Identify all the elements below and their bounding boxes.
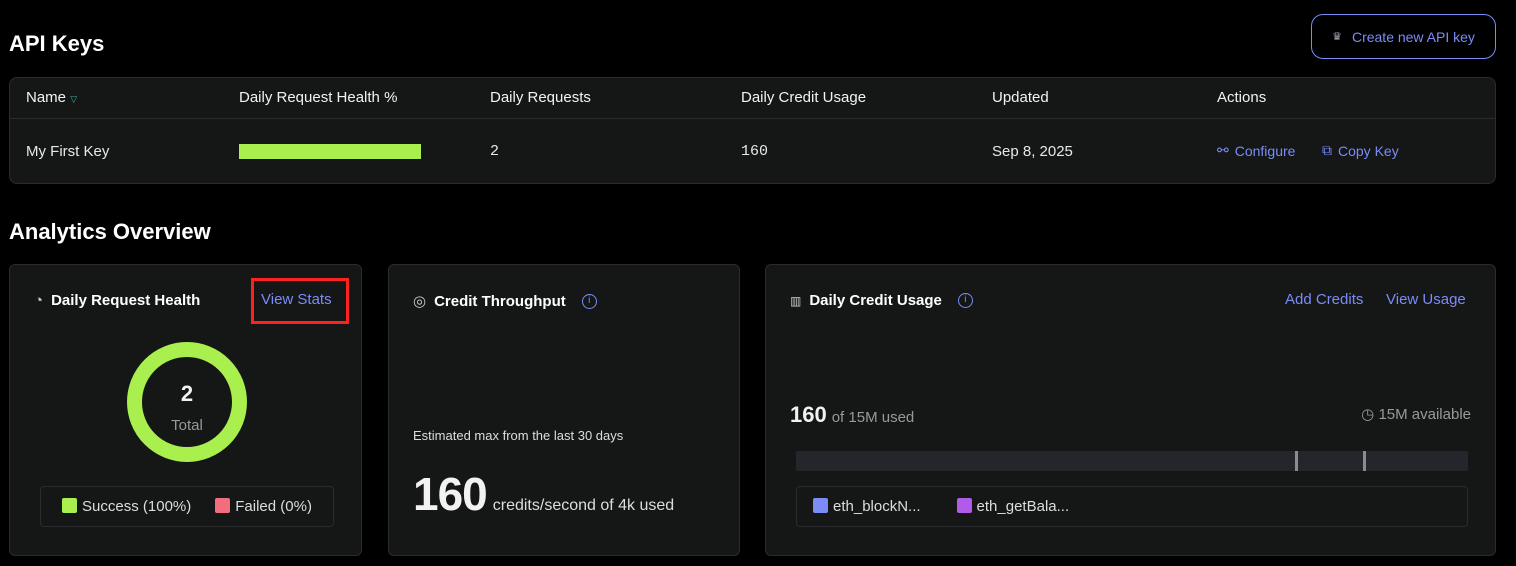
health-legend: Success (100%) Failed (0%) (40, 486, 334, 527)
info-icon[interactable]: i (957, 293, 973, 308)
clock-icon: ◷ (1361, 406, 1375, 423)
column-requests: Daily Requests (490, 89, 591, 106)
usage-bar (796, 451, 1468, 471)
pie-chart-icon: ◔ (34, 292, 44, 309)
column-credit: Daily Credit Usage (741, 89, 867, 106)
updated-date: Sep 8, 2025 (992, 143, 1073, 160)
api-keys-table: Name ▽ Daily Request Health % Daily Requ… (9, 77, 1496, 184)
sort-icon: ▽ (70, 94, 78, 104)
card-title: ▥ Daily Credit Usage i (790, 292, 973, 309)
throughput-value: 160 credits/second of 4k used (413, 468, 675, 520)
column-actions: Actions (1217, 89, 1267, 106)
legend-eth-blocknumber: eth_blockN... (813, 498, 921, 515)
bar-chart-icon: ▥ (790, 293, 802, 308)
credit-throughput-card: ◎ Credit Throughput i Estimated max from t… (388, 264, 740, 556)
copy-icon: ⧉ (1322, 142, 1332, 158)
create-api-key-button[interactable]: ♛ Create new API key (1311, 14, 1496, 59)
page-title: API Keys (9, 31, 105, 56)
legend-eth-getbalance: eth_getBala... (956, 498, 1069, 515)
add-credits-link[interactable]: Add Credits (1285, 291, 1364, 308)
daily-credit-usage-card: ▥ Daily Credit Usage i Add Credits View Us… (765, 264, 1496, 556)
health-bar (239, 144, 421, 159)
total-value: 2 (180, 381, 194, 406)
crown-icon: ♛ (1332, 31, 1342, 43)
column-updated: Updated (992, 89, 1049, 106)
view-usage-link[interactable]: View Usage (1386, 291, 1466, 308)
available-credits: ◷ 15M available (1361, 406, 1471, 423)
daily-request-health-card: ◔ Daily Request Health View Stats 2 Total… (9, 264, 362, 556)
analytics-title: Analytics Overview (9, 219, 211, 244)
key-name: My First Key (26, 143, 110, 160)
card-title: ◔ Daily Request Health (34, 292, 201, 309)
highlight-box (251, 278, 349, 324)
column-name[interactable]: Name ▽ (26, 89, 78, 106)
usage-legend: eth_blockN... eth_getBala... (796, 486, 1468, 527)
throughput-caption: Estimated max from the last 30 days (413, 428, 624, 443)
column-health: Daily Request Health % (239, 89, 398, 106)
gauge-icon: ◎ (413, 293, 427, 310)
usage-summary: 160 of 15M used (790, 402, 915, 427)
legend-failed: Failed (0%) (215, 498, 312, 515)
card-title: ◎ Credit Throughput i (413, 292, 597, 310)
info-icon[interactable]: i (581, 293, 597, 309)
daily-requests: 2 (490, 143, 500, 160)
sliders-icon: ⚯ (1217, 142, 1229, 158)
legend-success: Success (100%) (62, 498, 191, 515)
daily-credit-usage: 160 (741, 143, 769, 160)
total-label: Total (171, 417, 203, 434)
configure-button[interactable]: ⚯ Configure (1217, 142, 1296, 159)
view-stats-link[interactable]: View Stats (261, 291, 332, 308)
copy-key-button[interactable]: ⧉ Copy Key (1322, 142, 1399, 159)
